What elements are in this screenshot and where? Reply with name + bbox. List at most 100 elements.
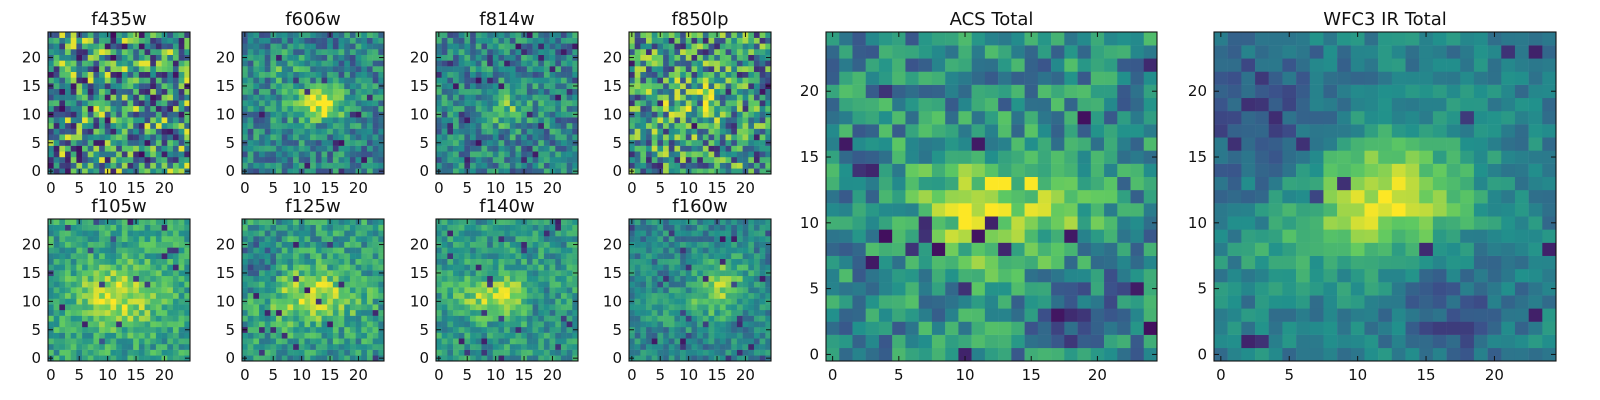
- f606w-cell-6-10: [298, 134, 305, 141]
- f160w-cell-9-2: [640, 304, 647, 311]
- f606w-cell-21-7: [281, 49, 288, 55]
- f160w-cell-9-7: [668, 304, 675, 311]
- f125w-cell-15-23: [372, 270, 379, 277]
- f814w-cell-4-0: [436, 145, 442, 152]
- f140w-cell-5-16: [526, 326, 533, 333]
- f606w-cell-12-6: [276, 100, 283, 107]
- f105w-cell-23-6: [82, 224, 89, 231]
- f140w-cell-1-6: [470, 349, 477, 356]
- f140w-cell-13-18: [538, 281, 545, 288]
- f160w-cell-11-24: [765, 292, 772, 299]
- f105w-cell-10-19: [155, 298, 162, 305]
- f606w-cell-9-1: [247, 117, 254, 124]
- f105w-cell-15-22: [172, 270, 179, 277]
- f435w-cell-11-3: [65, 105, 71, 112]
- f435w-cell-14-1: [53, 88, 60, 95]
- f140w-cell-9-0: [436, 304, 442, 311]
- f140w-cell-13-16: [526, 281, 533, 288]
- f140w-cell-15-21: [555, 270, 562, 277]
- f435w-cell-7-5: [76, 128, 83, 135]
- f105w-cell-2-9: [99, 343, 106, 350]
- f606w-cell-21-17: [338, 49, 345, 55]
- f160w-cell-0-22: [753, 355, 760, 362]
- f125w-cell-9-4: [264, 304, 271, 311]
- f435w-cell-8-8: [93, 122, 100, 129]
- f606w-cell-17-3: [259, 71, 265, 78]
- f140w-x-tick-label-20: 20: [543, 366, 562, 384]
- f435w-cell-6-4: [70, 134, 77, 141]
- f435w-cell-3-5: [76, 151, 83, 158]
- f850lp-cell-15-16: [719, 83, 726, 90]
- f160w-cell-3-0: [629, 338, 635, 345]
- f105w-cell-24-6: [82, 219, 89, 225]
- f140w-cell-12-13: [509, 287, 516, 294]
- f850lp-cell-21-15: [714, 49, 721, 55]
- f140w-cell-13-6: [470, 281, 477, 288]
- f140w-cell-10-22: [560, 298, 567, 305]
- f814w-cell-23-6: [470, 37, 477, 44]
- f160w-cell-6-13: [702, 321, 709, 328]
- f606w-cell-1-1: [247, 162, 254, 169]
- f125w-cell-24-16: [332, 219, 339, 225]
- f435w-cell-16-6: [82, 77, 89, 84]
- f435w-cell-22-6: [82, 43, 89, 50]
- f435w-cell-12-18: [150, 100, 157, 107]
- f140w-cell-21-16: [526, 236, 533, 242]
- f850lp-cell-16-6: [663, 77, 670, 84]
- f140w-cell-6-17: [532, 321, 539, 328]
- f850lp-cell-23-6: [663, 37, 670, 44]
- f435w-cell-18-9: [99, 66, 106, 73]
- f606w-cell-24-12: [310, 32, 317, 38]
- f850lp-cell-21-9: [680, 49, 687, 55]
- f606w-cell-10-21: [361, 111, 368, 118]
- f435w-cell-22-15: [133, 43, 140, 50]
- f850lp-cell-24-4: [651, 32, 658, 38]
- f435w-cell-1-11: [110, 162, 117, 169]
- f850lp-cell-19-13: [702, 60, 709, 67]
- f105w-cell-17-22: [172, 258, 179, 265]
- f105w-cell-7-0: [48, 315, 54, 322]
- f125w-cell-20-19: [349, 241, 356, 248]
- f606w-cell-12-0: [242, 100, 248, 107]
- f606w-cell-2-22: [366, 156, 373, 163]
- f105w-cell-3-21: [167, 338, 174, 345]
- f435w-cell-3-15: [133, 151, 140, 158]
- f140w-cell-9-7: [475, 304, 482, 311]
- f140w-cell-22-11: [498, 230, 505, 237]
- f160w-cell-14-10: [685, 275, 692, 282]
- f606w-cell-12-11: [304, 100, 311, 107]
- f160w-cell-1-6: [663, 349, 670, 356]
- f850lp-cell-3-8: [674, 151, 681, 158]
- f435w-cell-10-21: [167, 111, 174, 118]
- f606w-cell-19-21: [361, 60, 368, 67]
- f814w-cell-2-24: [572, 156, 579, 163]
- f814w-cell-24-4: [458, 32, 465, 38]
- f850lp-cell-13-13: [702, 94, 709, 101]
- f435w-cell-8-17: [144, 122, 151, 129]
- f435w-cell-22-2: [59, 43, 66, 50]
- f850lp-cell-2-13: [702, 156, 709, 163]
- f606w-cell-3-0: [242, 151, 248, 158]
- f140w-cell-23-23: [566, 224, 573, 231]
- f435w-cell-16-2: [59, 77, 66, 84]
- f435w-cell-8-21: [167, 122, 174, 129]
- f814w-cell-5-11: [498, 139, 505, 146]
- f105w-cell-13-1: [53, 281, 60, 288]
- f814w-cell-7-11: [498, 128, 505, 135]
- f125w-cell-2-20: [355, 343, 362, 350]
- f140w-cell-20-22: [560, 241, 567, 248]
- f850lp-cell-8-20: [742, 122, 749, 129]
- f850lp-cell-12-17: [725, 100, 732, 107]
- f606w-cell-19-6: [276, 60, 283, 67]
- f105w-cell-21-16: [138, 236, 145, 242]
- f140w-cell-22-13: [509, 230, 516, 237]
- f606w-cell-6-6: [276, 134, 283, 141]
- f606w-cell-14-2: [253, 88, 260, 95]
- f850lp-cell-14-2: [640, 88, 647, 95]
- f435w-cell-17-24: [184, 71, 191, 78]
- f160w-cell-5-6: [663, 326, 670, 333]
- f140w-cell-10-11: [498, 298, 505, 305]
- f140w-cell-10-17: [532, 298, 539, 305]
- f606w-cell-8-16: [332, 122, 339, 129]
- f606w-cell-9-7: [281, 117, 288, 124]
